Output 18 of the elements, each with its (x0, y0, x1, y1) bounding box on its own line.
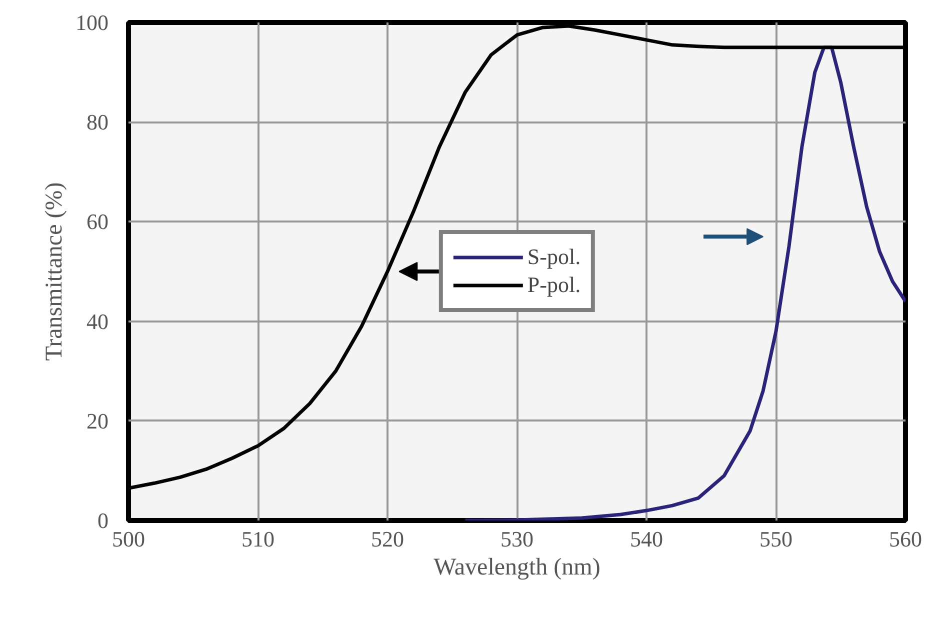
x-tick-label: 530 (500, 526, 534, 552)
x-tick-label: 510 (242, 526, 274, 552)
x-tick-label: 560 (889, 526, 922, 552)
x-tick-label: 520 (371, 526, 404, 552)
legend-label: P-pol. (527, 272, 581, 298)
legend-label: S-pol. (527, 244, 581, 270)
y-tick-label: 60 (86, 209, 108, 234)
y-tick-label: 100 (76, 10, 108, 35)
y-tick-label: 0 (98, 508, 108, 533)
y-tick-label: 20 (86, 408, 108, 434)
y-tick-label: 40 (86, 308, 108, 334)
x-tick-label: 500 (112, 526, 145, 552)
x-tick-label: 550 (760, 526, 792, 552)
line-series (128, 24, 906, 490)
x-axis-title: Wavelength (nm) (434, 554, 600, 580)
y-axis-title: Transmittance (%) (42, 182, 68, 361)
x-tick-label: 540 (630, 526, 663, 552)
y-tick-label: 80 (86, 110, 108, 135)
